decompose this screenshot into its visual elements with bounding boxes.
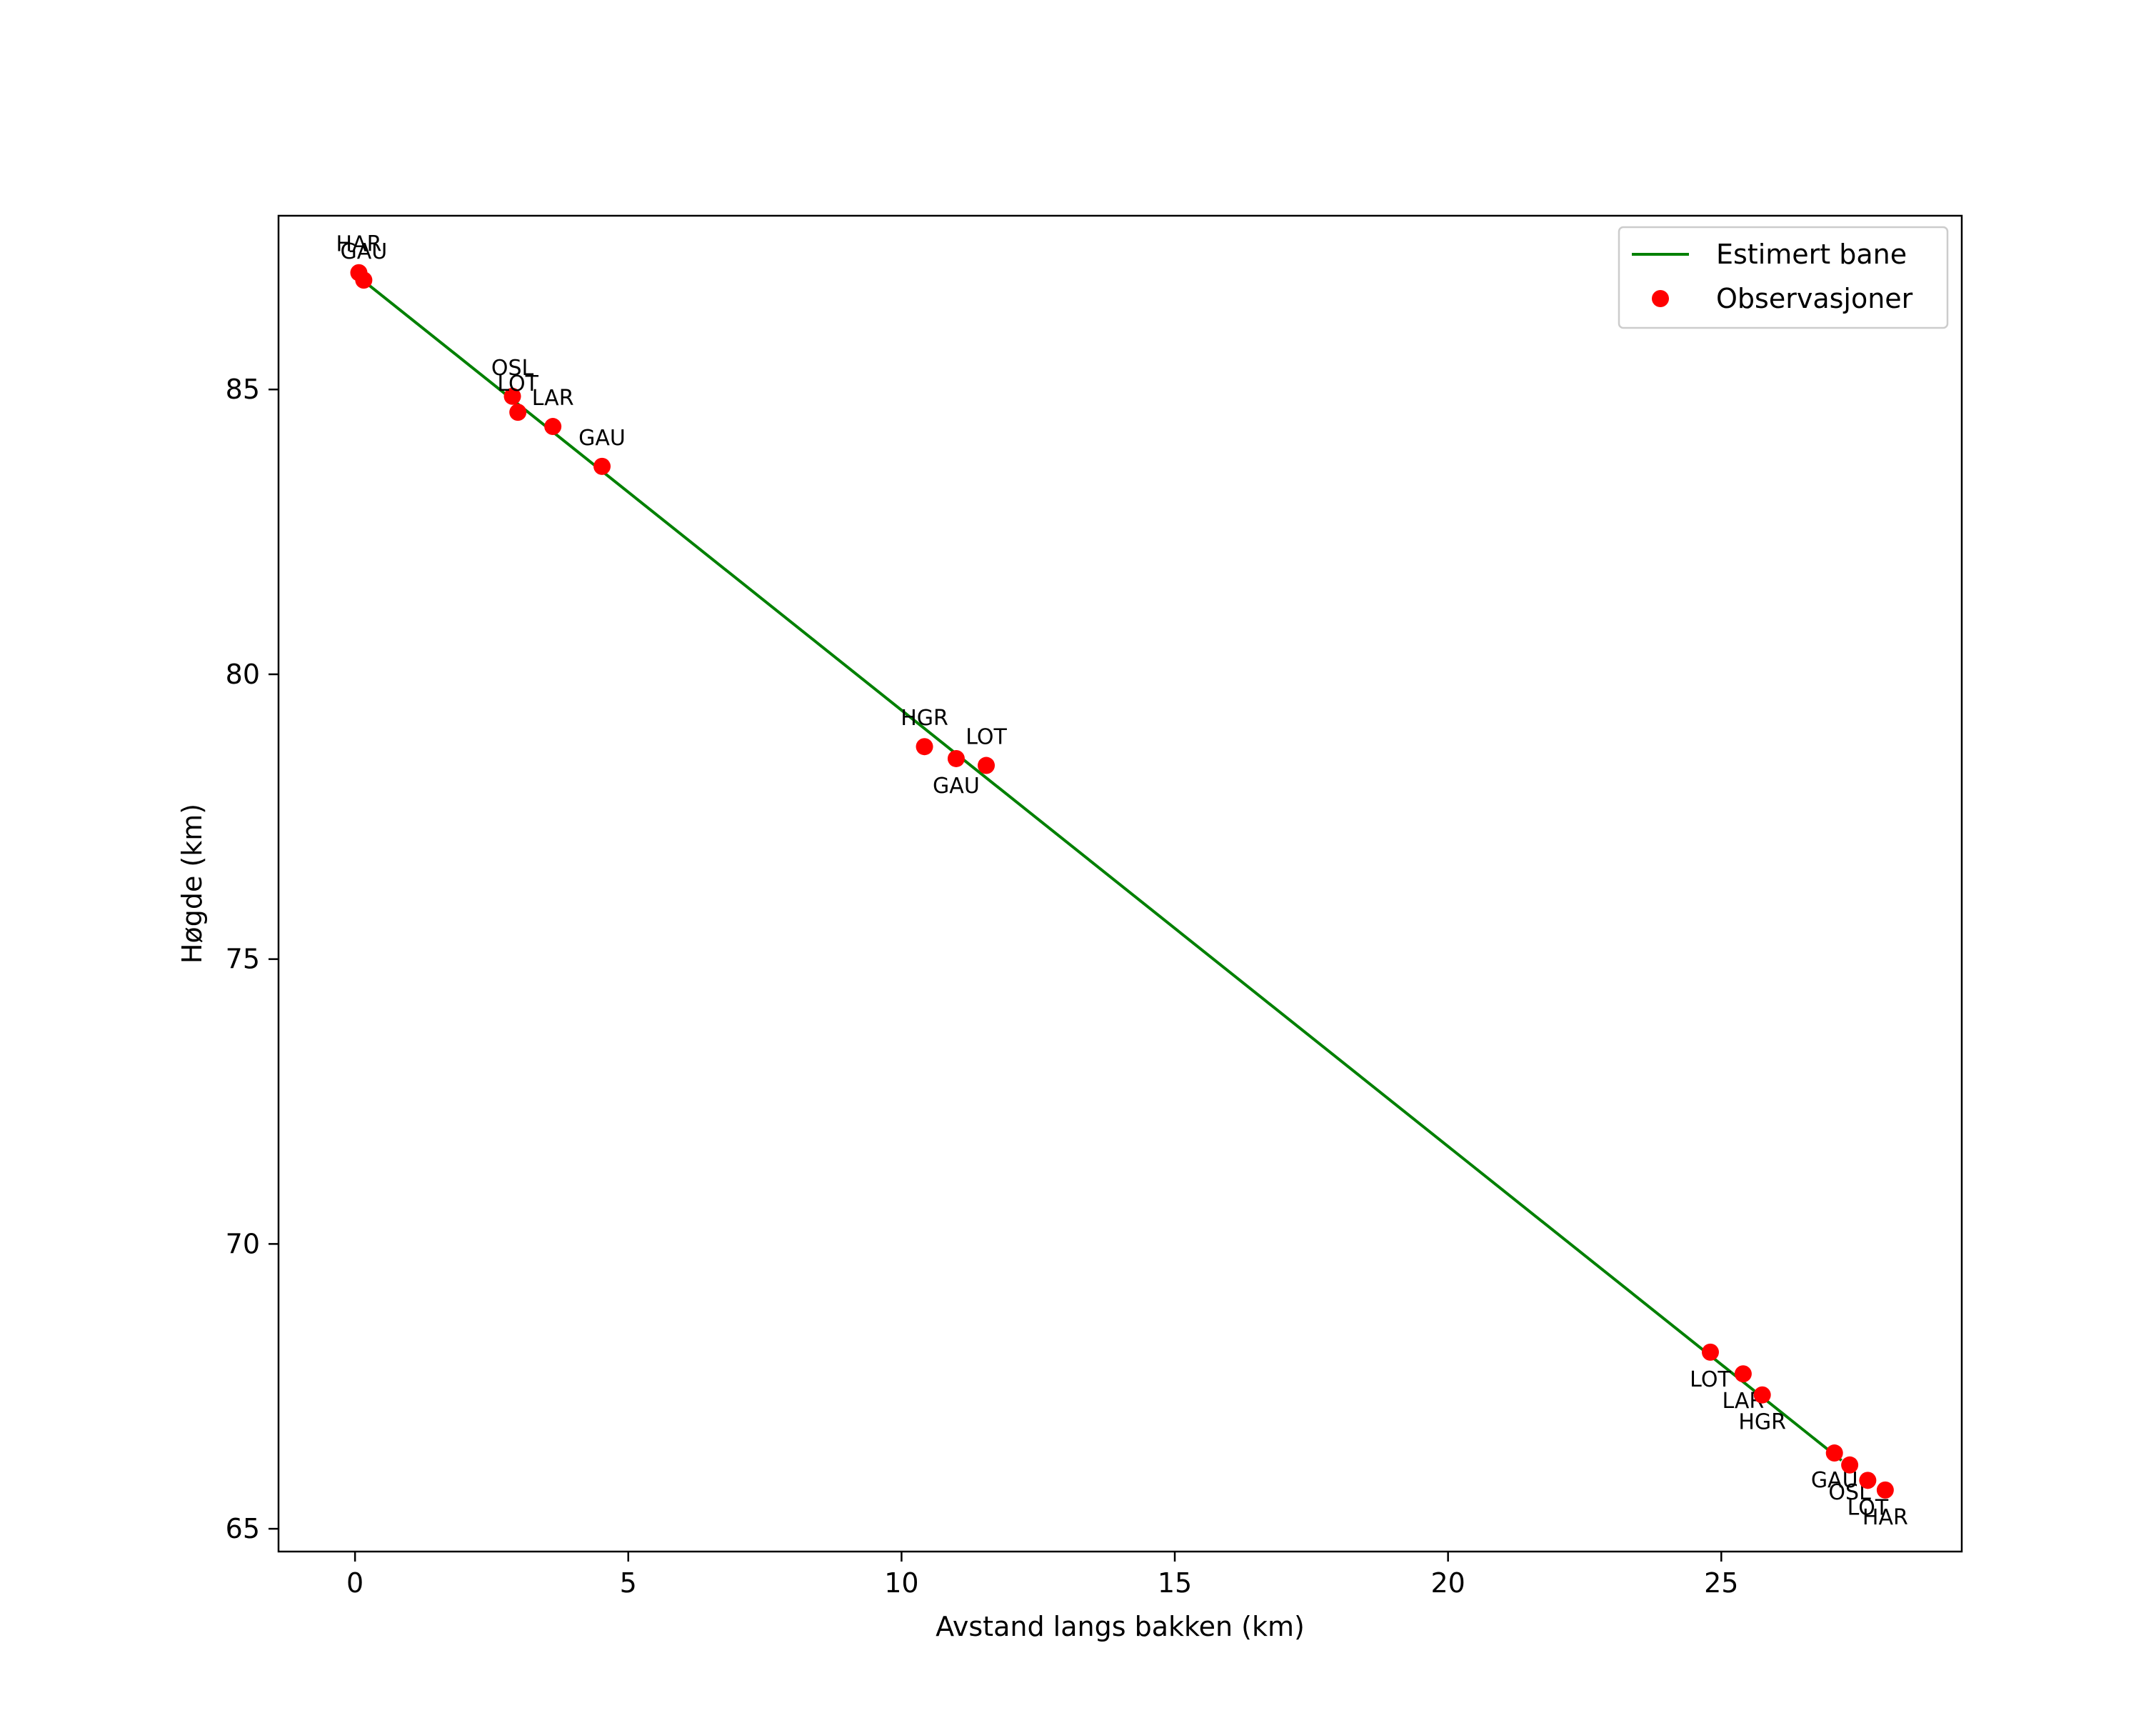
x-axis-ticks: 0 5 10 15 20 25	[346, 1552, 1738, 1599]
observation-point	[509, 404, 527, 421]
observation-label: HAR	[336, 232, 382, 257]
x-tick-label: 10	[884, 1567, 918, 1599]
observation-point	[916, 738, 933, 756]
plot-content: HARGAUOSLLOTLARGAUHGRGAULOTLOTLARHGRGAUO…	[336, 232, 1908, 1530]
x-tick-label: 15	[1158, 1567, 1192, 1599]
y-tick-label: 70	[226, 1228, 260, 1259]
y-axis-label: Høgde (km)	[176, 804, 208, 964]
observation-label: LOT	[966, 725, 1007, 750]
observation-label: LOT	[1847, 1495, 1889, 1520]
observation-point	[503, 387, 521, 405]
x-axis-label: Avstand langs bakken (km)	[936, 1611, 1305, 1642]
x-tick-label: 25	[1704, 1567, 1738, 1599]
legend-entry-observations: Observasjoner	[1716, 283, 1913, 314]
observation-label: HGR	[1738, 1410, 1786, 1435]
observation-point	[1701, 1343, 1719, 1361]
x-tick-label: 20	[1430, 1567, 1465, 1599]
x-tick-label: 0	[346, 1567, 363, 1599]
observation-label: LOT	[1690, 1367, 1731, 1392]
observation-label: LOT	[497, 371, 538, 396]
y-axis-ticks: 65 70 75 80 85	[226, 374, 279, 1544]
observation-label: GAU	[341, 239, 388, 264]
legend-point-swatch	[1652, 290, 1669, 307]
observation-point	[1825, 1444, 1843, 1462]
estimated-path-line	[359, 277, 1842, 1462]
legend-entry-estimated-path: Estimert bane	[1716, 239, 1907, 270]
y-tick-label: 85	[226, 374, 260, 405]
observation-label: OSL	[491, 356, 534, 381]
axes-frame	[277, 214, 1963, 1553]
y-tick-label: 75	[226, 944, 260, 975]
observation-label: HAR	[1862, 1505, 1908, 1530]
observation-label: GAU	[933, 774, 980, 799]
observation-label: HGR	[901, 706, 948, 731]
legend-box	[1618, 226, 1949, 329]
observation-point	[1859, 1472, 1877, 1489]
x-tick-label: 5	[620, 1567, 637, 1599]
y-tick-label: 80	[226, 659, 260, 690]
observation-point	[593, 457, 611, 475]
observation-label: GAU	[578, 426, 626, 451]
y-tick-label: 65	[226, 1513, 260, 1544]
observation-point	[978, 756, 996, 774]
observation-point	[544, 418, 562, 436]
observation-label: LAR	[532, 386, 574, 411]
observation-point	[1734, 1365, 1752, 1383]
observation-point	[355, 271, 373, 289]
observation-point	[1876, 1481, 1894, 1499]
observation-point	[1841, 1456, 1859, 1474]
observation-point	[947, 749, 965, 767]
observation-point	[1753, 1386, 1771, 1404]
legend: Estimert bane Observasjoner	[1618, 226, 1949, 329]
